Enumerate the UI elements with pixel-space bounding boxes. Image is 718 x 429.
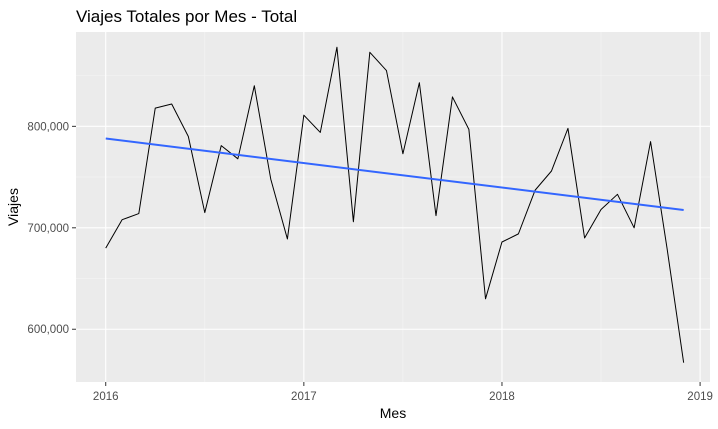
y-tick-label-1: 700,000 (27, 223, 69, 235)
chart-title: Viajes Totales por Mes - Total (76, 7, 297, 26)
x-tick-label-1: 2017 (291, 391, 317, 403)
trend-line (105, 137, 684, 212)
minor-gridlines (76, 32, 710, 382)
y-tick-label-2: 800,000 (27, 121, 69, 133)
y-tick-label-0: 600,000 (27, 324, 69, 336)
x-axis-ticks: 2016 2017 2018 2019 (93, 382, 713, 403)
series-layer (105, 46, 685, 363)
y-axis-ticks: 600,000 700,000 800,000 (27, 121, 76, 336)
monthly-trips-line (105, 46, 685, 363)
x-axis-title: Mes (380, 405, 406, 421)
x-tick-label-2: 2018 (489, 391, 515, 403)
major-gridlines (76, 32, 710, 382)
x-tick-label-0: 2016 (93, 391, 119, 403)
x-tick-label-3: 2019 (687, 391, 713, 403)
y-axis-title: Viajes (5, 188, 21, 226)
